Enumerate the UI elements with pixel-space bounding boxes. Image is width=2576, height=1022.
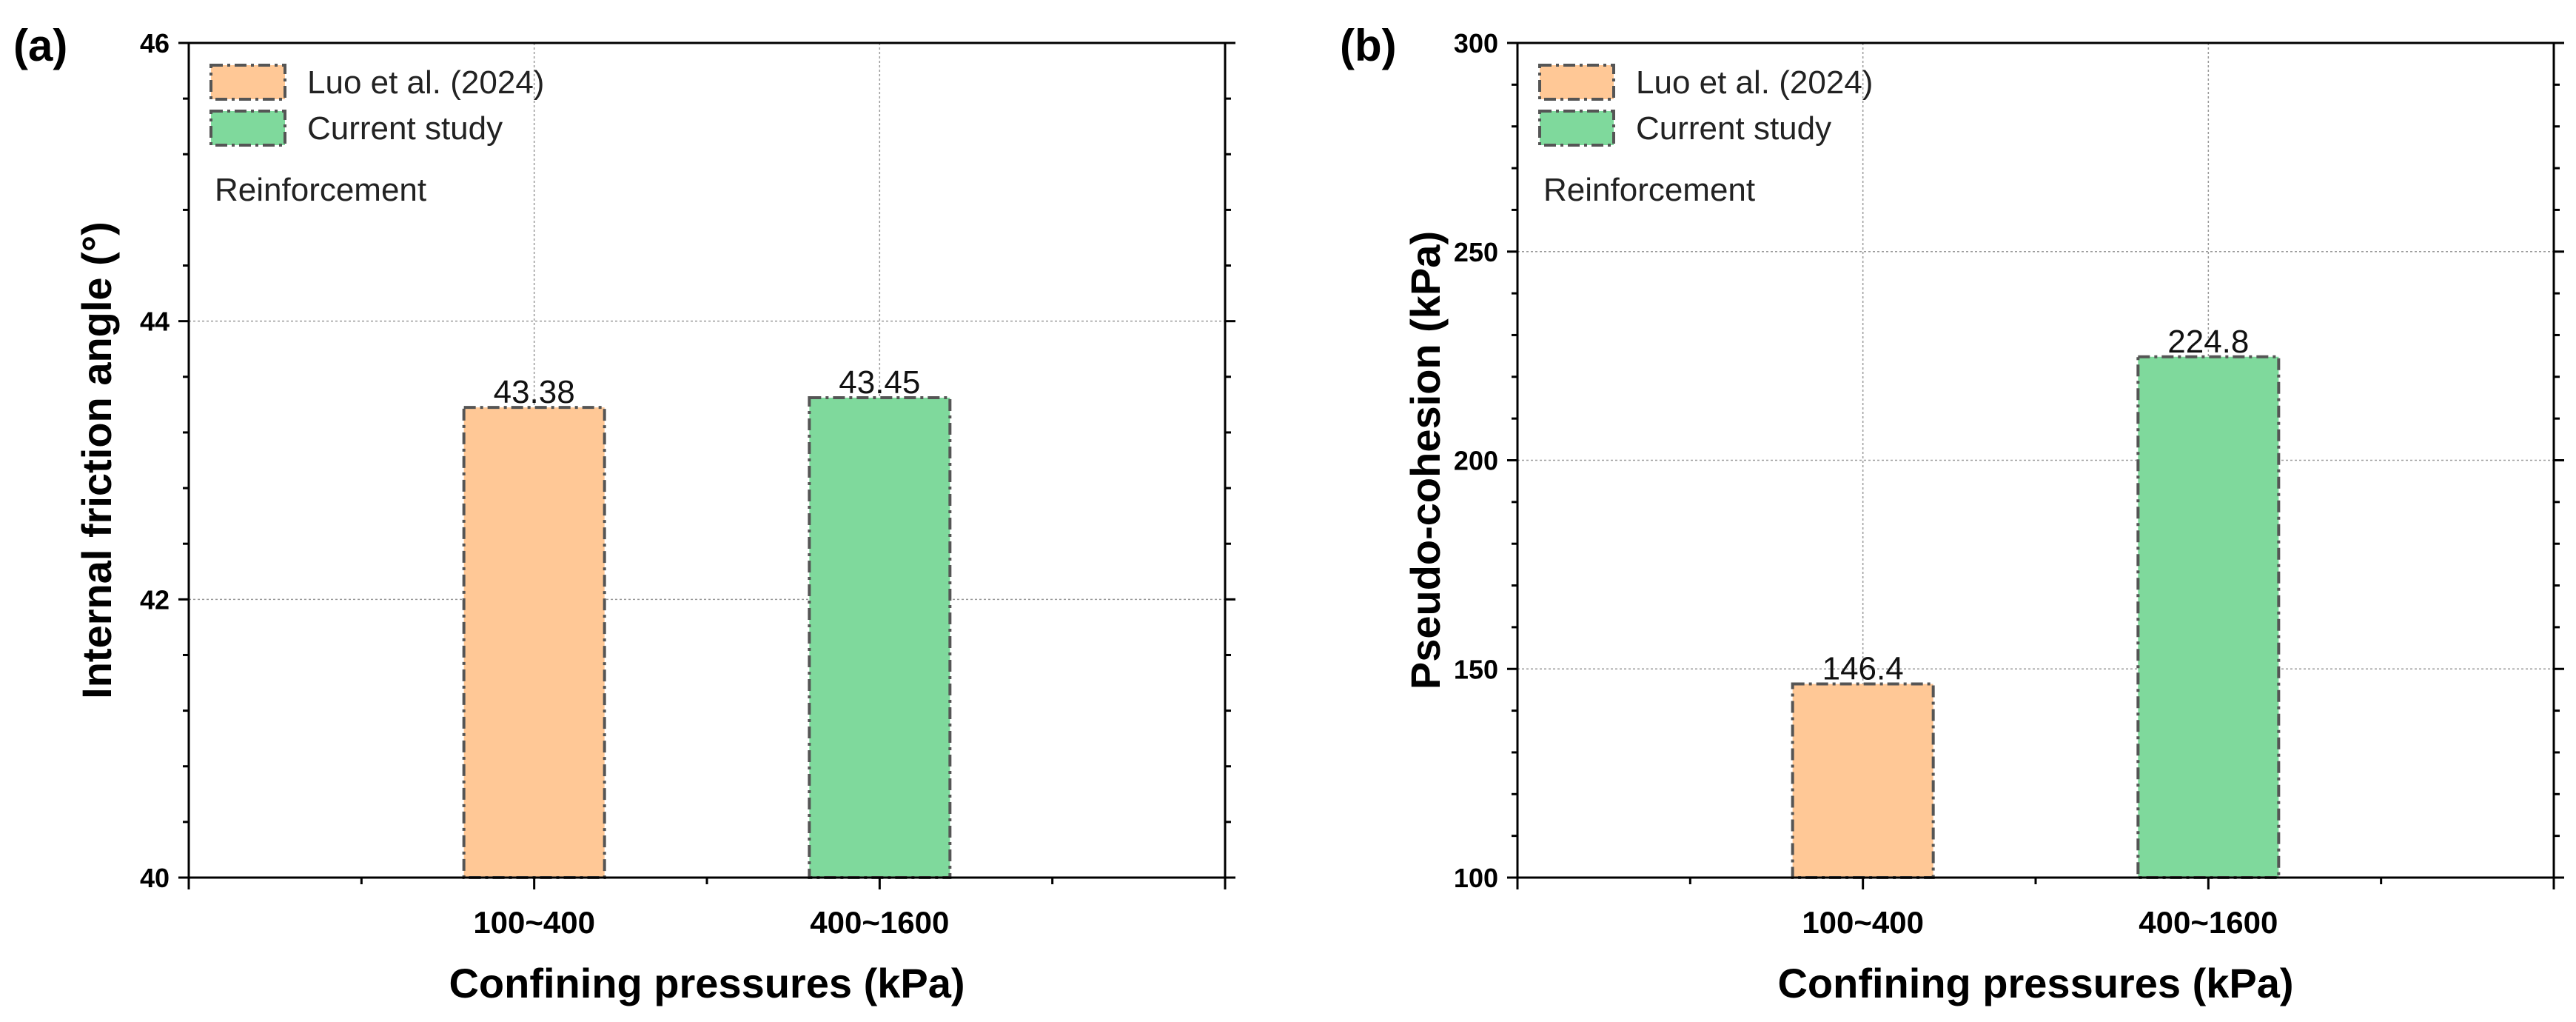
annotation-text: Reinforcement [1543, 172, 1755, 208]
data-label: 43.45 [839, 364, 920, 401]
bar-1 [462, 406, 606, 879]
y-tick-label: 150 [1454, 654, 1498, 684]
legend-label: Luo et al. (2024) [1636, 64, 1873, 101]
x-tick-label: 400~1600 [2139, 905, 2278, 940]
plot-frame [187, 41, 1227, 879]
y-tick-label: 100 [1454, 863, 1498, 893]
y-tick-label: 46 [140, 28, 170, 59]
legend-swatch [1538, 64, 1615, 101]
bar-2 [808, 395, 952, 879]
x-axis-title: Confining pressures (kPa) [449, 960, 965, 1006]
legend-swatch [1538, 110, 1615, 147]
panel-label: (b) [1340, 21, 1397, 70]
y-tick-label: 250 [1454, 237, 1498, 267]
annotation-text: Reinforcement [215, 172, 426, 208]
y-tick-label: 200 [1454, 446, 1498, 476]
panel-label: (a) [13, 21, 67, 70]
data-label: 43.38 [494, 374, 575, 410]
x-tick-label: 400~1600 [810, 905, 949, 940]
y-axis-title: Pseudo-cohesion (kPa) [1402, 231, 1449, 689]
legend-swatch [209, 64, 286, 101]
chart-panel-1: (a) 43.38 43.45 40 42 44 46 100~400 400~1600 Conf… [13, 21, 1235, 1006]
y-axis-title: Internal friction angle (°) [73, 221, 120, 699]
data-label: 224.8 [2167, 324, 2249, 360]
y-tick-label: 300 [1454, 28, 1498, 59]
y-tick-label: 44 [140, 307, 170, 337]
bar-2 [2136, 355, 2281, 879]
chart-panel-2: (b) 146.4 224.8 100 150 200 250 300 100~400 400~1… [1340, 21, 2564, 1006]
y-tick-label: 42 [140, 584, 170, 615]
y-tick-label: 40 [140, 863, 170, 893]
x-tick-label: 100~400 [473, 905, 595, 940]
x-axis-title: Confining pressures (kPa) [1777, 960, 2293, 1006]
legend-swatch [209, 110, 286, 147]
legend-label: Luo et al. (2024) [307, 64, 544, 101]
legend-label: Current study [1636, 110, 1831, 147]
data-label: 146.4 [1822, 651, 1904, 687]
legend-label: Current study [307, 110, 503, 147]
x-tick-label: 100~400 [1802, 905, 1924, 940]
bar-1 [1791, 682, 1935, 879]
